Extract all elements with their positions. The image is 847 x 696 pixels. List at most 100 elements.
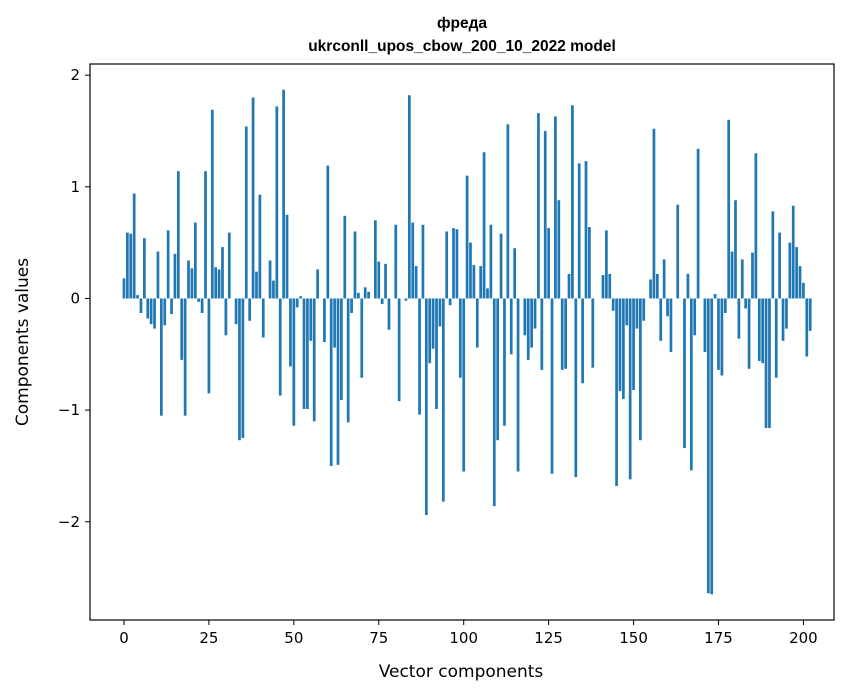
- x-tick-label: 125: [534, 629, 563, 647]
- bar-36: [244, 126, 248, 299]
- bar-112: [503, 298, 506, 426]
- bar-62: [333, 298, 336, 348]
- y-axis-label: Components values: [13, 258, 33, 426]
- bar-138: [591, 298, 595, 368]
- bar-168: [693, 298, 697, 336]
- bar-155: [649, 279, 652, 299]
- bar-59: [323, 298, 326, 342]
- bar-9: [153, 298, 156, 329]
- bar-200: [802, 282, 805, 299]
- bar-76: [380, 298, 384, 305]
- bar-74: [374, 220, 377, 299]
- bar-148: [625, 298, 629, 326]
- x-tick-label: 25: [199, 629, 218, 647]
- bar-56: [312, 298, 316, 422]
- bar-23: [200, 298, 204, 313]
- bar-87: [418, 298, 421, 415]
- y-tick-label: 1: [70, 178, 80, 196]
- bar-34: [238, 298, 241, 441]
- bar-50: [292, 298, 296, 426]
- bar-40: [258, 194, 262, 299]
- bar-134: [577, 163, 581, 299]
- bar-125: [547, 228, 550, 299]
- bar-163: [676, 204, 680, 299]
- bar-90: [428, 298, 432, 364]
- bar-188: [761, 298, 765, 364]
- bar-151: [635, 298, 639, 329]
- plot-area-frame: [89, 63, 835, 621]
- bar-14: [170, 298, 173, 315]
- bar-143: [608, 273, 612, 299]
- bar-54: [306, 298, 309, 409]
- bar-25: [207, 298, 211, 394]
- bar-157: [655, 273, 659, 299]
- bar-137: [588, 227, 591, 299]
- bar-15: [173, 253, 177, 299]
- bar-71: [363, 287, 367, 299]
- x-tick-label: 150: [619, 629, 648, 647]
- bar-187: [757, 298, 761, 361]
- bar-108: [489, 224, 493, 299]
- bar-193: [778, 232, 781, 299]
- bar-37: [248, 298, 252, 321]
- bar-8: [149, 298, 153, 325]
- bar-45: [275, 106, 279, 299]
- bar-201: [805, 298, 809, 357]
- bar-67: [350, 298, 353, 313]
- bar-158: [659, 298, 663, 341]
- bar-133: [574, 298, 578, 478]
- bar-28: [217, 269, 221, 299]
- bar-178: [727, 119, 731, 299]
- bar-1: [126, 232, 129, 299]
- x-tick-label: 0: [119, 629, 129, 647]
- bar-165: [683, 298, 686, 449]
- bar-110: [496, 298, 500, 441]
- bar-123: [540, 298, 544, 370]
- bar-7: [146, 298, 150, 319]
- x-tick-label: 100: [449, 629, 478, 647]
- bar-20: [190, 268, 194, 299]
- bar-55: [309, 298, 313, 341]
- bar-22: [197, 298, 201, 302]
- chart-title-line-1: фреда: [437, 15, 487, 32]
- bar-175: [717, 298, 720, 370]
- bar-190: [768, 298, 771, 428]
- bar-177: [723, 298, 727, 313]
- bar-17: [180, 298, 184, 360]
- bar-114: [509, 298, 513, 355]
- bar-101: [465, 175, 469, 299]
- bar-124: [543, 130, 547, 299]
- ticks-group: 0 25 50 75 100 125 150 175 200 −2 −1 0 1 2: [58, 66, 818, 647]
- bar-66: [346, 298, 350, 423]
- bar-182: [740, 259, 744, 299]
- bar-80: [394, 224, 398, 299]
- bar-57: [316, 269, 319, 299]
- bar-106: [482, 152, 486, 299]
- bar-4: [136, 295, 139, 299]
- bar-111: [499, 233, 503, 299]
- bar-11: [159, 298, 163, 416]
- bar-185: [751, 252, 754, 299]
- bar-3: [132, 193, 136, 299]
- bar-167: [689, 298, 693, 471]
- bar-159: [662, 259, 666, 299]
- bar-119: [526, 298, 530, 360]
- bar-126: [550, 298, 554, 474]
- bar-97: [452, 228, 455, 299]
- bar-141: [601, 275, 605, 299]
- bar-48: [285, 214, 289, 299]
- bar-189: [764, 298, 768, 428]
- bar-100: [462, 298, 466, 472]
- bar-195: [785, 298, 788, 329]
- bar-150: [632, 298, 635, 391]
- bar-5: [139, 298, 143, 313]
- bar-96: [448, 298, 452, 306]
- bar-64: [340, 298, 343, 401]
- bar-29: [221, 247, 224, 299]
- bar-144: [611, 298, 615, 311]
- y-tick-label: −2: [58, 513, 80, 531]
- bar-53: [302, 298, 306, 409]
- bar-129: [560, 298, 564, 370]
- bar-51: [295, 298, 299, 308]
- bar-84: [407, 95, 411, 299]
